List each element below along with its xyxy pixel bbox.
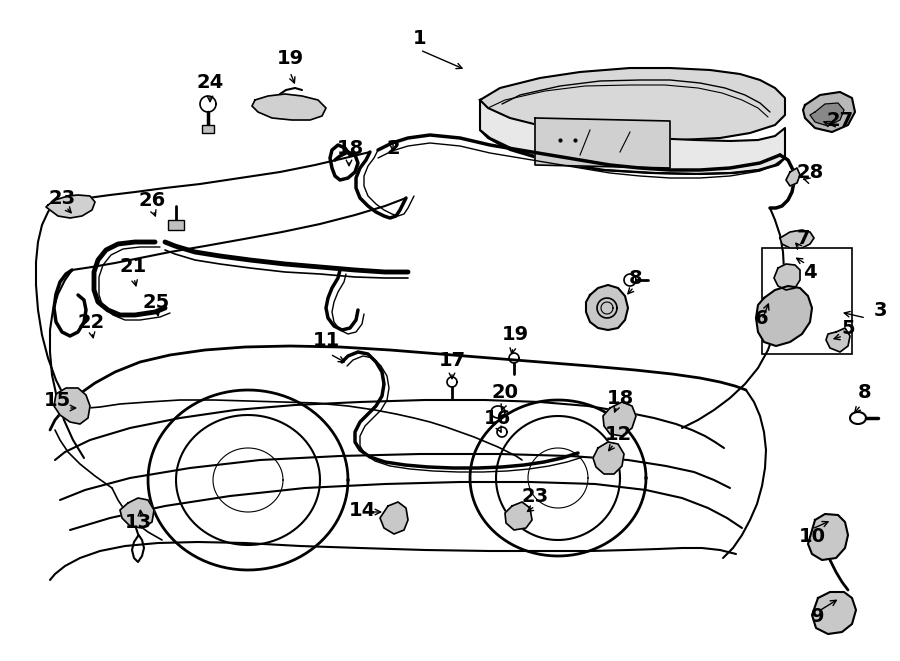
- Polygon shape: [603, 402, 636, 436]
- Text: 5: 5: [842, 319, 855, 338]
- Polygon shape: [808, 514, 848, 560]
- Polygon shape: [810, 103, 844, 126]
- Text: 27: 27: [826, 110, 853, 130]
- Polygon shape: [586, 285, 628, 330]
- Text: 21: 21: [120, 256, 147, 276]
- Text: 22: 22: [77, 313, 104, 332]
- Bar: [762, 248, 852, 354]
- Text: 25: 25: [142, 293, 169, 311]
- Text: 17: 17: [438, 350, 465, 369]
- Text: 10: 10: [798, 527, 825, 547]
- Polygon shape: [120, 498, 154, 528]
- Bar: [168, 220, 184, 230]
- Text: 20: 20: [491, 383, 518, 401]
- Polygon shape: [774, 264, 800, 290]
- Text: 12: 12: [605, 424, 632, 444]
- Polygon shape: [812, 592, 856, 634]
- Text: 2: 2: [386, 139, 400, 157]
- Polygon shape: [786, 168, 800, 186]
- Text: 19: 19: [276, 48, 303, 67]
- Text: 6: 6: [755, 309, 769, 327]
- Polygon shape: [46, 195, 95, 218]
- Polygon shape: [480, 100, 785, 174]
- Polygon shape: [505, 502, 532, 530]
- Polygon shape: [803, 92, 855, 132]
- Polygon shape: [535, 118, 670, 168]
- Text: 16: 16: [483, 408, 510, 428]
- Text: 8: 8: [629, 268, 643, 288]
- Text: 23: 23: [521, 486, 549, 506]
- Text: 26: 26: [139, 190, 166, 210]
- Text: 24: 24: [196, 73, 223, 91]
- Text: 23: 23: [49, 188, 76, 208]
- Text: 28: 28: [796, 163, 824, 182]
- Polygon shape: [780, 230, 814, 248]
- Polygon shape: [593, 442, 624, 474]
- Polygon shape: [826, 328, 850, 352]
- Text: 1: 1: [413, 28, 427, 48]
- Text: 3: 3: [873, 301, 886, 319]
- Bar: [202, 125, 214, 133]
- Text: 4: 4: [803, 262, 817, 282]
- Polygon shape: [380, 502, 408, 534]
- Text: 15: 15: [43, 391, 70, 410]
- Polygon shape: [54, 388, 90, 424]
- Text: 11: 11: [312, 330, 339, 350]
- Text: 8: 8: [859, 383, 872, 403]
- Text: 7: 7: [797, 229, 811, 247]
- Text: 18: 18: [337, 139, 364, 157]
- Polygon shape: [756, 286, 812, 346]
- Polygon shape: [252, 94, 326, 120]
- Text: 9: 9: [811, 607, 824, 627]
- Text: 18: 18: [607, 389, 634, 407]
- Text: 19: 19: [501, 325, 528, 344]
- Text: 14: 14: [348, 500, 375, 520]
- Polygon shape: [480, 68, 785, 140]
- Text: 13: 13: [124, 514, 151, 533]
